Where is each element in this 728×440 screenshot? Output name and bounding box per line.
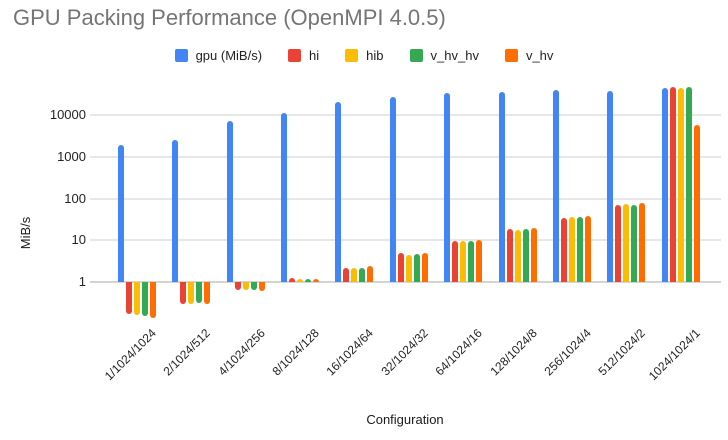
bar-series1-cat0[interactable]	[125, 282, 132, 315]
bar-series1-cat9[interactable]	[615, 205, 622, 282]
legend-label: hib	[366, 47, 384, 63]
bar-series0-cat3[interactable]	[281, 112, 287, 282]
gridline	[90, 114, 721, 117]
bar-series1-cat7[interactable]	[506, 228, 513, 282]
y-tick-label: 1000	[57, 149, 86, 165]
bar-series0-cat8[interactable]	[553, 90, 559, 282]
legend-swatch-icon	[288, 48, 302, 62]
bar-series3-cat10[interactable]	[685, 87, 692, 282]
y-tick-label: 10000	[49, 107, 86, 123]
bar-series2-cat6[interactable]	[460, 241, 467, 282]
legend-label: gpu (MiB/s)	[195, 47, 263, 63]
bar-series3-cat9[interactable]	[631, 204, 638, 282]
bar-series1-cat10[interactable]	[669, 87, 676, 282]
bar-series0-cat2[interactable]	[226, 120, 233, 282]
bar-series3-cat8[interactable]	[577, 216, 583, 282]
gridline	[90, 239, 721, 242]
x-tick-label: 1/1024/1024	[101, 326, 159, 384]
bar-series2-cat10[interactable]	[677, 87, 684, 282]
bar-series3-cat6[interactable]	[468, 240, 475, 282]
bar-series3-cat7[interactable]	[522, 228, 529, 282]
gridline-baseline	[90, 281, 721, 283]
legend-label: v_hv	[525, 47, 554, 63]
bar-series4-cat0[interactable]	[149, 282, 156, 318]
bar-series2-cat4[interactable]	[351, 267, 358, 282]
legend-swatch-icon	[409, 48, 423, 62]
legend-item-0[interactable]: gpu (MiB/s)	[174, 47, 263, 63]
bar-series1-cat2[interactable]	[234, 282, 241, 291]
bar-series1-cat3[interactable]	[289, 277, 295, 282]
bar-series4-cat10[interactable]	[693, 124, 700, 282]
bar-series1-cat5[interactable]	[397, 252, 404, 282]
bar-series1-cat1[interactable]	[180, 282, 187, 305]
bar-series3-cat2[interactable]	[250, 282, 257, 290]
bar-series4-cat4[interactable]	[367, 266, 374, 282]
bar-series2-cat7[interactable]	[514, 230, 521, 282]
bar-series0-cat1[interactable]	[172, 140, 179, 282]
bar-series0-cat6[interactable]	[444, 92, 451, 282]
bar-series0-cat0[interactable]	[117, 144, 124, 282]
legend-swatch-icon	[174, 48, 188, 62]
bar-series1-cat6[interactable]	[452, 241, 459, 282]
y-tick-label: 100	[64, 190, 86, 206]
bar-series0-cat7[interactable]	[498, 91, 505, 282]
bar-series0-cat5[interactable]	[389, 96, 396, 282]
bar-series4-cat3[interactable]	[313, 278, 319, 282]
y-tick-label: 1	[78, 274, 86, 289]
gridline	[90, 156, 721, 159]
bar-series2-cat9[interactable]	[623, 203, 630, 282]
plot-area	[90, 85, 721, 320]
bar-series3-cat1[interactable]	[196, 282, 203, 304]
bar-series4-cat7[interactable]	[530, 228, 537, 282]
bar-series3-cat3[interactable]	[305, 278, 311, 282]
bar-series3-cat4[interactable]	[359, 267, 366, 282]
bar-series2-cat0[interactable]	[133, 282, 140, 315]
bar-series3-cat0[interactable]	[141, 282, 148, 317]
bar-series2-cat5[interactable]	[405, 254, 412, 282]
bar-series1-cat4[interactable]	[343, 267, 350, 282]
y-tick-label: 10	[71, 232, 86, 248]
bar-series4-cat6[interactable]	[476, 240, 483, 282]
chart-title: GPU Packing Performance (OpenMPI 4.0.5)	[13, 5, 446, 30]
legend-label: v_hv_hv	[430, 47, 479, 63]
bar-series2-cat8[interactable]	[569, 216, 575, 282]
bar-series4-cat8[interactable]	[585, 215, 591, 282]
bar-series4-cat1[interactable]	[204, 282, 211, 305]
bar-series3-cat5[interactable]	[413, 253, 420, 282]
bar-series1-cat8[interactable]	[561, 218, 567, 282]
bar-series0-cat10[interactable]	[661, 88, 668, 282]
bar-series4-cat9[interactable]	[639, 203, 646, 282]
bar-series0-cat4[interactable]	[335, 101, 342, 282]
legend-item-2[interactable]: hib	[345, 47, 384, 63]
bar-series2-cat3[interactable]	[297, 278, 303, 282]
gridline	[90, 197, 721, 200]
legend-item-1[interactable]: hi	[288, 48, 319, 63]
legend-swatch-icon	[345, 48, 359, 62]
legend-item-4[interactable]: v_hv	[504, 47, 554, 63]
legend-label: hi	[309, 47, 320, 63]
x-axis-title: Configuration	[366, 412, 444, 427]
legend-item-3[interactable]: v_hv_hv	[409, 47, 479, 63]
bar-series2-cat2[interactable]	[242, 282, 249, 290]
legend: gpu (MiB/s) hi hib v_hv_hv v_hv	[0, 47, 728, 63]
bar-series4-cat5[interactable]	[421, 252, 428, 282]
bar-series2-cat1[interactable]	[188, 282, 195, 305]
bar-series4-cat2[interactable]	[258, 282, 265, 291]
bar-series0-cat9[interactable]	[607, 91, 614, 282]
legend-swatch-icon	[504, 48, 518, 62]
